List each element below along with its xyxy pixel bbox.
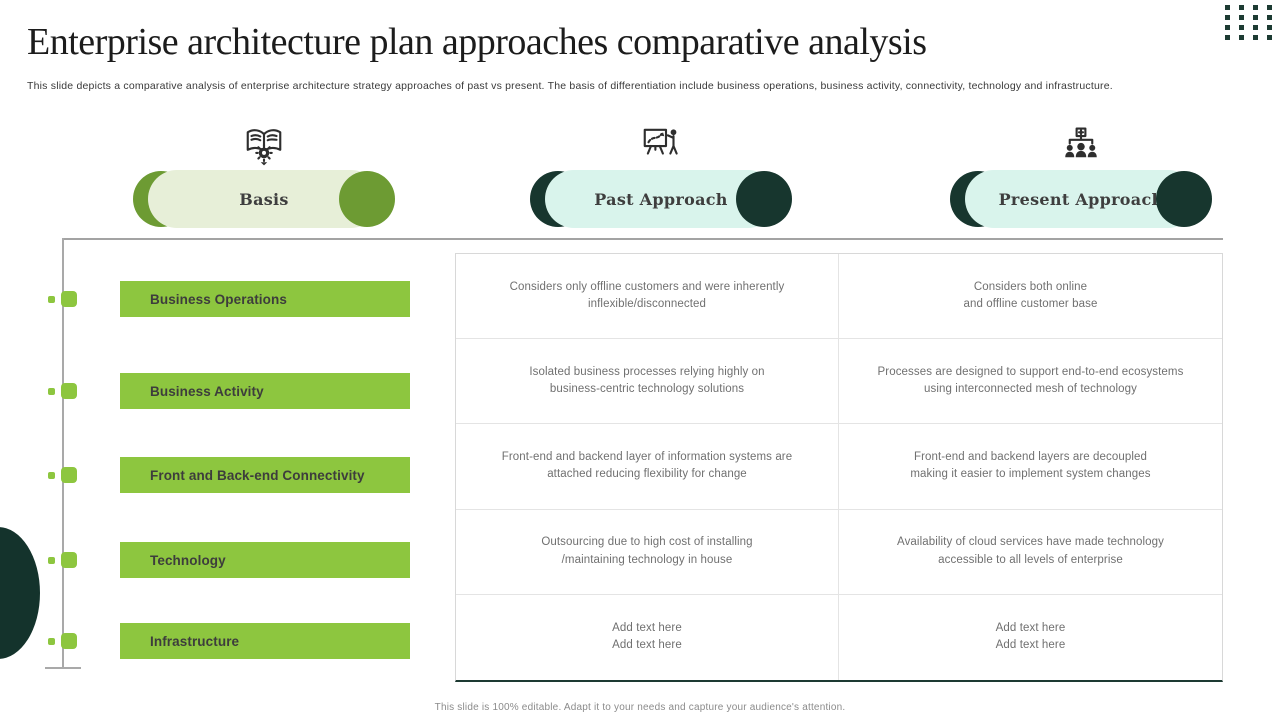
bullet-square xyxy=(61,552,77,568)
basis-bar-business-operations: Business Operations xyxy=(120,281,410,317)
column-header-present: Present Approach xyxy=(950,127,1212,228)
column-header-basis-label: Basis xyxy=(148,170,380,228)
basis-bar-connectivity: Front and Back-end Connectivity xyxy=(120,457,410,493)
book-gear-icon xyxy=(244,126,284,166)
decorative-dot-grid xyxy=(1225,5,1272,40)
basis-bar-business-activity: Business Activity xyxy=(120,373,410,409)
left-edge-semicircle-decoration xyxy=(0,527,40,659)
basis-bar-technology: Technology xyxy=(120,542,410,578)
page-title: Enterprise architecture plan approaches … xyxy=(27,21,927,63)
bullet-square xyxy=(61,383,77,399)
presenter-board-icon xyxy=(641,126,681,166)
table-cell-present-infrastructure: Add text here Add text here xyxy=(995,622,1066,652)
bullet-square xyxy=(61,633,77,649)
table-cell-present-business-operations: Considers both online and offline custom… xyxy=(839,254,1222,340)
vertical-connector-line xyxy=(62,238,64,668)
table-cell-past-connectivity: Front-end and backend layer of informati… xyxy=(456,424,839,510)
bullet-dot xyxy=(48,638,55,645)
column-header-past-label: Past Approach xyxy=(545,170,777,228)
bullet-dot xyxy=(48,296,55,303)
column-header-present-label: Present Approach xyxy=(965,170,1197,228)
team-structure-icon xyxy=(1061,126,1101,166)
table-cell-present-connectivity: Front-end and backend layers are decoupl… xyxy=(839,424,1222,510)
vertical-line-end-tick xyxy=(45,667,81,669)
bullet-dot xyxy=(48,472,55,479)
table-cell-past-infrastructure: Add text here Add text here xyxy=(456,594,839,680)
basis-bar-infrastructure: Infrastructure xyxy=(120,623,410,659)
table-cell-past-business-operations: Considers only offline customers and wer… xyxy=(456,254,839,340)
footer-note: This slide is 100% editable. Adapt it to… xyxy=(434,702,846,713)
slide-subtitle: This slide depicts a comparative analysi… xyxy=(27,80,1113,92)
table-cell-past-business-activity: Isolated business processes relying high… xyxy=(456,339,839,425)
bullet-square xyxy=(61,467,77,483)
table-cell-present-technology: Availability of cloud services have made… xyxy=(839,510,1222,595)
column-header-basis: Basis xyxy=(133,129,395,228)
bullet-dot xyxy=(48,557,55,564)
table-cell-past-technology: Outsourcing due to high cost of installi… xyxy=(456,509,839,595)
bullet-dot xyxy=(48,388,55,395)
horizontal-connector-line xyxy=(62,238,1223,240)
bullet-square xyxy=(61,291,77,307)
column-header-past: Past Approach xyxy=(530,128,792,228)
comparison-table: Considers only offline customers and wer… xyxy=(455,253,1223,682)
table-cell-present-business-activity: Processes are designed to support end-to… xyxy=(839,339,1222,425)
